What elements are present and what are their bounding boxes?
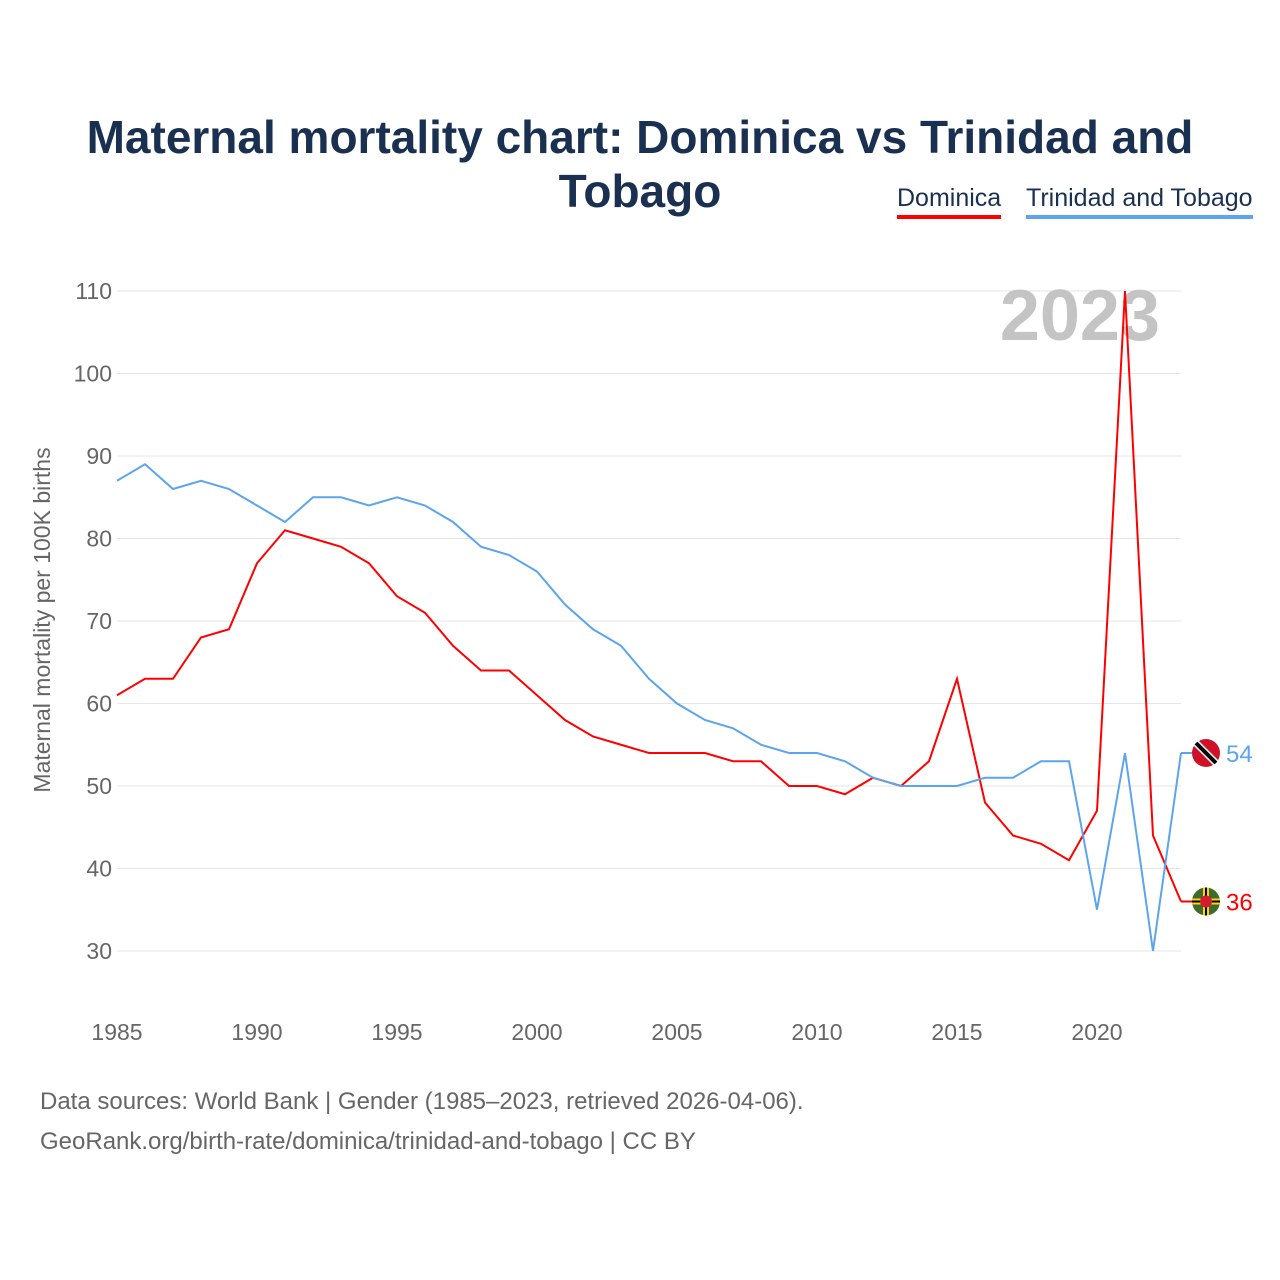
- y-tick-label: 30: [86, 938, 112, 964]
- y-tick-label: 90: [86, 443, 112, 469]
- dominica-flag-icon: [1192, 887, 1220, 916]
- y-tick-label: 70: [86, 608, 112, 634]
- x-tick-label: 2020: [1071, 1019, 1122, 1045]
- trinidad-flag-icon: [1192, 739, 1220, 767]
- series-line-dominica[interactable]: [116, 290, 1182, 902]
- y-axis-label: Maternal mortality per 100K births: [29, 447, 55, 792]
- legend-trinidad-and-tobago[interactable]: Trinidad and Tobago: [1026, 184, 1253, 219]
- y-tick-label: 40: [86, 856, 112, 882]
- end-value-label: 36: [1226, 890, 1253, 917]
- y-tick-label: 110: [75, 278, 112, 304]
- end-value-label: 54: [1226, 741, 1253, 768]
- x-tick-label: 2005: [651, 1019, 702, 1045]
- x-tick-label: 2015: [931, 1019, 982, 1045]
- x-tick-label: 1995: [371, 1019, 422, 1045]
- legend-dominica[interactable]: Dominica: [897, 184, 1002, 219]
- source-line-2[interactable]: GeoRank.org/birth-rate/dominica/trinidad…: [40, 1128, 696, 1155]
- y-tick-label: 80: [86, 526, 112, 552]
- y-tick-label: 60: [86, 691, 112, 717]
- x-tick-label: 2000: [511, 1019, 562, 1045]
- year-watermark: 2023: [1000, 276, 1160, 356]
- y-tick-label: 100: [74, 361, 112, 387]
- source-line-1: Data sources: World Bank | Gender (1985–…: [40, 1088, 804, 1115]
- series-line-trinidad-and-tobago[interactable]: [116, 463, 1182, 952]
- x-tick-label: 2010: [791, 1019, 842, 1045]
- chart-title: Maternal mortality chart: Dominica vs Tr…: [86, 111, 1194, 217]
- y-tick-label: 50: [86, 773, 112, 799]
- x-tick-label: 1985: [91, 1019, 142, 1045]
- x-tick-label: 1990: [231, 1019, 282, 1045]
